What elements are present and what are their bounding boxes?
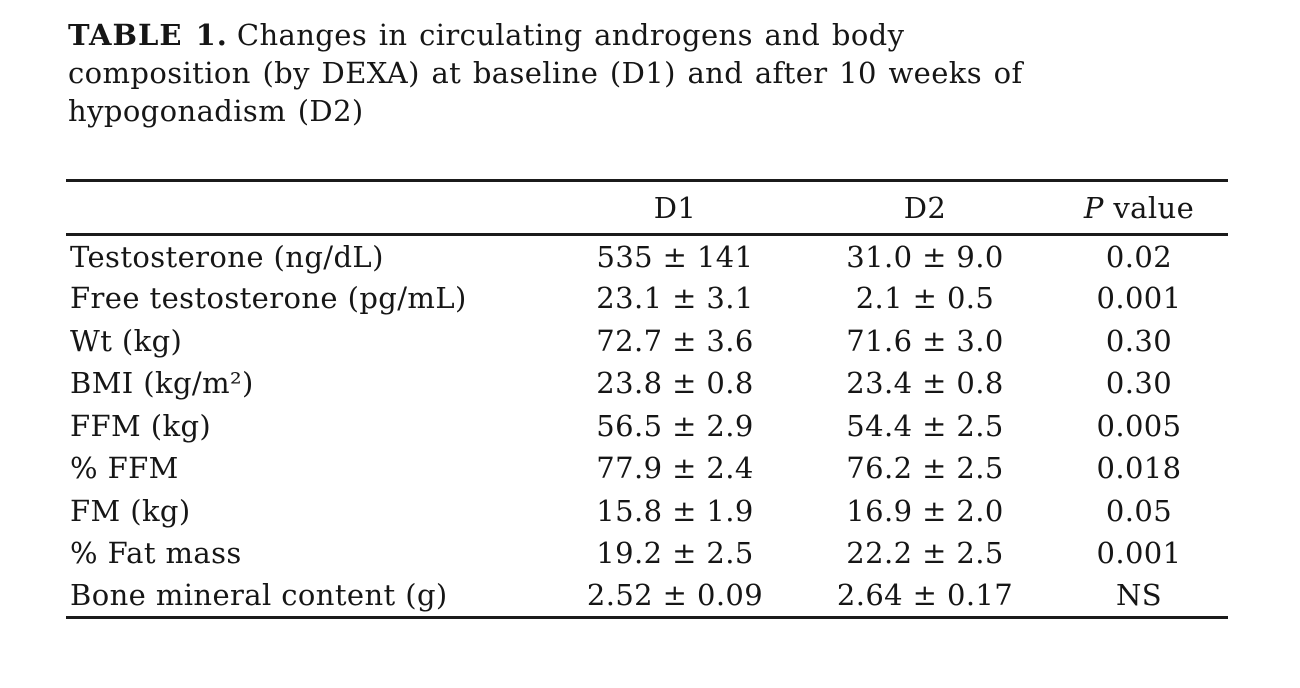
p-value: NS (1115, 578, 1163, 612)
p-value-rest: value (1103, 190, 1195, 225)
row-label: Testosterone (ng/dL) (70, 239, 384, 274)
caption-line-1: TABLE 1. Changes in circulating androgens… (68, 16, 1188, 54)
p-value: 0.05 (1105, 493, 1173, 528)
row-label: % Fat mass (70, 536, 242, 571)
table-row: % Fat mass 19.2 ± 2.5 22.2 ± 2.5 0.001 (66, 532, 1228, 575)
table-row: FFM (kg) 56.5 ± 2.9 54.4 ± 2.5 0.005 (66, 405, 1228, 448)
column-header-d1: D1 (653, 190, 697, 225)
table-row: BMI (kg/m²) 23.8 ± 0.8 23.4 ± 0.8 0.30 (66, 362, 1228, 405)
caption-table-label: TABLE 1. (68, 18, 228, 52)
table-body: Testosterone (ng/dL) 535 ± 141 31.0 ± 9.… (66, 235, 1228, 618)
table-row: Testosterone (ng/dL) 535 ± 141 31.0 ± 9.… (66, 235, 1228, 278)
p-value: 0.018 (1096, 451, 1182, 486)
row-label: Bone mineral content (g) (70, 578, 448, 612)
d2-value: 71.6 ± 3.0 (846, 323, 1004, 358)
table-row: FM (kg) 15.8 ± 1.9 16.9 ± 2.0 0.05 (66, 490, 1228, 533)
d1-value: 535 ± 141 (596, 239, 754, 274)
row-label: BMI (kg/m²) (70, 366, 254, 401)
column-header-empty (66, 181, 550, 235)
d1-value: 72.7 ± 3.6 (596, 323, 754, 358)
d2-value: 16.9 ± 2.0 (846, 493, 1004, 528)
p-value: 0.30 (1105, 323, 1173, 358)
d1-value: 23.8 ± 0.8 (596, 366, 754, 401)
d2-value: 2.64 ± 0.17 (836, 578, 1014, 612)
table-row: Wt (kg) 72.7 ± 3.6 71.6 ± 3.0 0.30 (66, 320, 1228, 363)
row-label: FFM (kg) (70, 408, 212, 443)
table-row: Free testosterone (pg/mL) 23.1 ± 3.1 2.1… (66, 277, 1228, 320)
d1-value: 77.9 ± 2.4 (596, 451, 754, 486)
p-value: 0.001 (1096, 281, 1182, 316)
p-value: 0.02 (1105, 239, 1173, 274)
d2-value: 23.4 ± 0.8 (846, 366, 1004, 401)
d1-value: 23.1 ± 3.1 (596, 281, 754, 316)
header-row: D1 D2 P value (66, 181, 1228, 235)
table-row: % FFM 77.9 ± 2.4 76.2 ± 2.5 0.018 (66, 447, 1228, 490)
d1-value: 56.5 ± 2.9 (596, 408, 754, 443)
table-row: Bone mineral content (g) 2.52 ± 0.09 2.6… (66, 575, 1228, 618)
caption-line-2: composition (by DEXA) at baseline (D1) a… (68, 56, 1023, 90)
d1-value: 19.2 ± 2.5 (596, 536, 754, 571)
column-header-d2: D2 (903, 190, 947, 225)
table-header: D1 D2 P value (66, 181, 1228, 235)
row-label: FM (kg) (70, 493, 191, 528)
table-caption: TABLE 1. Changes in circulating androgens… (68, 16, 1188, 130)
row-label: Free testosterone (pg/mL) (70, 281, 467, 316)
d2-value: 2.1 ± 0.5 (855, 281, 995, 316)
column-header-p-value: P value (1050, 181, 1228, 235)
p-value-italic-p: P (1083, 190, 1104, 225)
row-label: Wt (kg) (70, 323, 183, 358)
row-label: % FFM (70, 451, 179, 486)
d2-value: 76.2 ± 2.5 (846, 451, 1004, 486)
results-table: D1 D2 P value Testosterone (ng/dL) 535 ±… (66, 179, 1228, 619)
d2-value: 54.4 ± 2.5 (846, 408, 1004, 443)
p-value: 0.30 (1105, 366, 1173, 401)
p-value: 0.005 (1096, 408, 1182, 443)
caption-line-1-text: Changes in circulating androgens and bod… (236, 18, 905, 52)
caption-line-3: hypogonadism (D2) (68, 94, 364, 128)
p-value: 0.001 (1096, 536, 1182, 571)
d1-value: 15.8 ± 1.9 (596, 493, 754, 528)
d2-value: 31.0 ± 9.0 (846, 239, 1004, 274)
d2-value: 22.2 ± 2.5 (846, 536, 1004, 571)
d1-value: 2.52 ± 0.09 (586, 578, 764, 612)
